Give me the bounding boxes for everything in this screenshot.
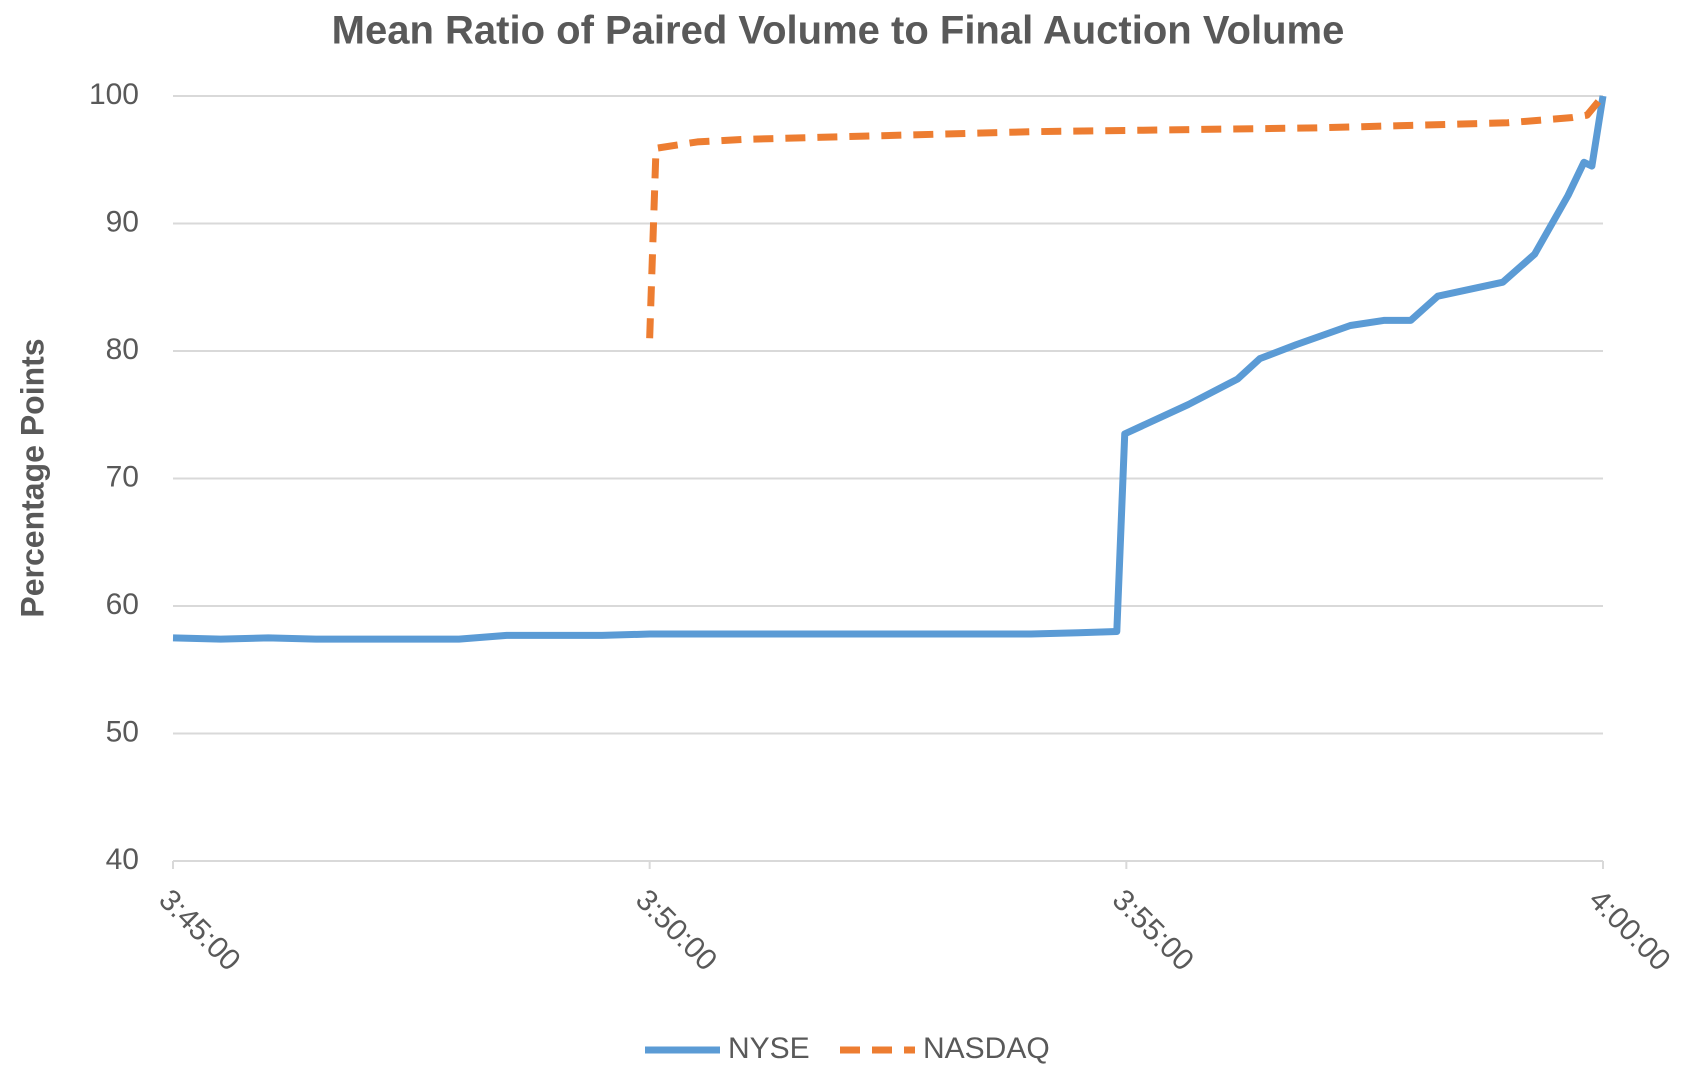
- y-tick-label: 100: [89, 78, 139, 111]
- x-tick-label: 3:45:00: [152, 883, 246, 977]
- x-tick-label: 4:00:00: [1582, 883, 1676, 977]
- legend-label: NASDAQ: [923, 1032, 1050, 1065]
- legend-label: NYSE: [728, 1032, 810, 1065]
- series-line: [646, 93, 1606, 339]
- series-line: [172, 95, 1607, 643]
- y-tick-label: 70: [106, 460, 139, 493]
- y-tick-label: 50: [106, 715, 139, 748]
- y-axis-title: Percentage Points: [14, 338, 50, 617]
- y-tick-label: 60: [106, 588, 139, 621]
- y-tick-label: 80: [106, 333, 139, 366]
- x-tick-label: 3:50:00: [629, 883, 723, 977]
- chart-title: Mean Ratio of Paired Volume to Final Auc…: [332, 9, 1345, 53]
- y-tick-label: 40: [106, 843, 139, 876]
- x-tick-label: 3:55:00: [1106, 883, 1200, 977]
- y-tick-label: 90: [106, 205, 139, 238]
